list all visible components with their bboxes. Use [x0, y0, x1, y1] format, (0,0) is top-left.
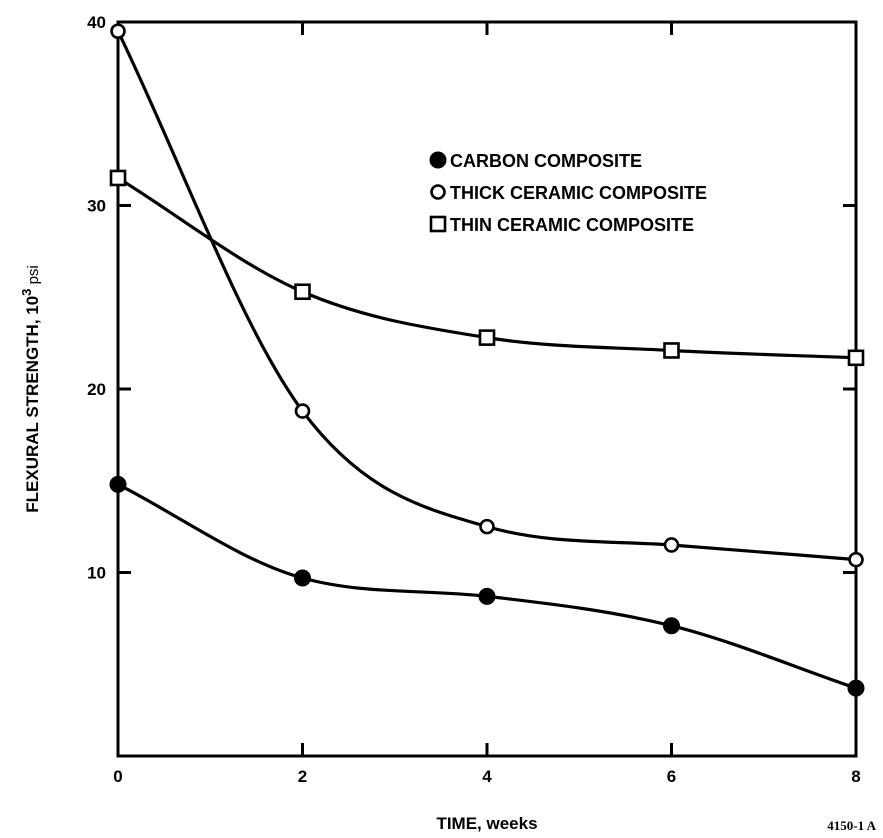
y-axis-title: FLEXURAL STRENGTH, 103 psi	[19, 265, 42, 513]
x-tick-label: 6	[667, 767, 676, 786]
legend-carbon-marker	[429, 151, 447, 169]
thick-ceramic-point	[479, 518, 495, 535]
y-tick-label: 10	[87, 564, 106, 583]
series-markers	[109, 23, 865, 697]
thin-ceramic-point	[663, 342, 680, 359]
carbon-curve	[117, 482, 857, 690]
legend-carbon-label: CARBON COMPOSITE	[450, 151, 642, 171]
x-tick-label: 8	[851, 767, 860, 786]
thick-ceramic-curve	[116, 30, 857, 562]
y-axis-title-exponent: 3	[19, 289, 34, 296]
x-axis-title: TIME, weeks	[436, 814, 537, 833]
y-axis-title-main: FLEXURAL STRENGTH, 10	[23, 296, 42, 513]
legend-thick-ceramic-label: THICK CERAMIC COMPOSITE	[450, 183, 707, 203]
y-axis-title-unit: psi	[25, 265, 42, 288]
legend-thick-ceramic-marker	[430, 184, 446, 200]
figure-id: 4150-1 A	[827, 818, 876, 833]
x-tick-label: 4	[482, 767, 492, 786]
carbon-point	[663, 617, 680, 635]
y-tick-label: 20	[87, 380, 106, 399]
thick-ceramic-point	[663, 537, 680, 553]
thin-ceramic-point	[478, 329, 496, 346]
tick-marks	[116, 20, 858, 756]
y-tick-label: 30	[87, 197, 106, 216]
thick-ceramic-point	[294, 403, 311, 419]
thin-ceramic-point	[109, 169, 127, 187]
carbon-point	[847, 679, 865, 697]
thin-ceramic-point	[847, 349, 865, 367]
legend-thin-ceramic-marker	[429, 215, 447, 233]
carbon-point	[109, 475, 127, 493]
legend-thin-ceramic-label: THIN CERAMIC COMPOSITE	[450, 215, 694, 235]
tick-labels: 0 2 4 6 8 10 20 30 40	[87, 13, 861, 786]
thin-ceramic-point	[294, 283, 311, 301]
thick-ceramic-point	[110, 23, 126, 39]
x-tick-label: 0	[113, 767, 122, 786]
plot-border	[116, 20, 858, 758]
carbon-point	[294, 569, 311, 587]
thick-ceramic-point	[848, 551, 864, 568]
legend: CARBON COMPOSITE THICK CERAMIC COMPOSITE T…	[429, 151, 707, 235]
y-tick-label: 40	[87, 13, 106, 32]
plot-frame	[116, 20, 858, 758]
x-tick-label: 2	[298, 767, 307, 786]
carbon-point	[478, 587, 496, 605]
